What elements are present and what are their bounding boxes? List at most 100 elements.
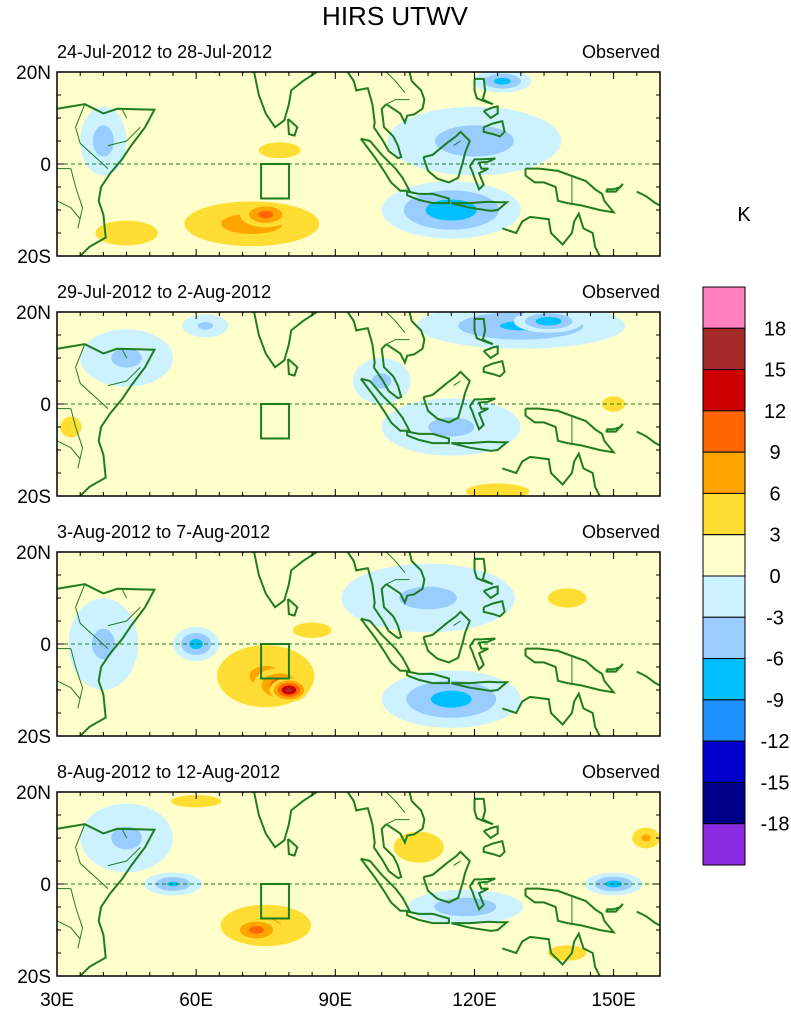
contour-7-2 <box>399 586 457 610</box>
coast-gulfThai <box>385 312 426 366</box>
panel-date-range: 8-Aug-2012 to 12-Aug-2012 <box>57 762 280 782</box>
coast-visayas <box>482 345 499 360</box>
border-2 <box>107 846 141 867</box>
coast-india <box>214 72 318 129</box>
panel-3: 20N 0 20S 3-Aug-2012 to 7-Aug-2012 Observed <box>16 522 661 748</box>
colorbar-swatch <box>702 658 746 701</box>
coast-gulfThai <box>385 552 426 606</box>
coast-srilanka <box>287 598 299 617</box>
contour-7-3 <box>493 77 511 85</box>
border-5 <box>57 920 81 940</box>
contour-5-2 <box>428 417 475 437</box>
colorbar-swatch <box>702 616 746 660</box>
coastlines <box>57 294 660 496</box>
coast-malayPen <box>372 823 403 880</box>
y-tick-label: 20N <box>16 303 51 324</box>
contour-10-1 <box>547 945 587 961</box>
border-3 <box>70 648 84 709</box>
ticks <box>56 311 661 497</box>
colorbar: 18 15 12 9 6 3 0 -3 -6 -9 -12 -15 -18 <box>702 286 790 866</box>
border-11 <box>121 588 128 599</box>
contour-2-3 <box>535 316 562 326</box>
coast-australia <box>501 451 601 496</box>
colorbar-swatch <box>702 451 746 494</box>
border-5 <box>57 200 81 220</box>
border-7 <box>386 579 410 585</box>
coastlines <box>57 72 660 256</box>
panels: 20N 0 20S 24-Jul-2012 to 28-Jul-2012 Observe… <box>16 42 661 988</box>
contour-3-1 <box>60 416 82 438</box>
border-11 <box>121 828 128 839</box>
coast-solomon <box>636 190 660 207</box>
colorbar-unit: K <box>737 204 751 226</box>
colorbar-label: 6 <box>769 483 780 505</box>
border-8 <box>385 552 406 574</box>
border-8 <box>385 792 406 814</box>
colorbar-swatch <box>702 410 746 453</box>
y-tick-label: 0 <box>40 155 51 176</box>
coast-java <box>406 190 450 205</box>
coast-borneo <box>422 850 471 904</box>
coast-nusa <box>451 680 510 692</box>
x-tick-label: 90E <box>318 990 352 1011</box>
coast-newbritain <box>605 663 624 673</box>
coast-india <box>214 552 318 609</box>
border-2 <box>107 126 141 147</box>
coast-visayas <box>482 105 499 120</box>
border-6 <box>345 534 350 548</box>
border-7 <box>386 339 410 345</box>
coast-gulfThai <box>385 792 426 846</box>
coast-burma <box>335 552 376 608</box>
contour-4-1 <box>466 483 530 496</box>
border-7 <box>386 819 410 825</box>
coast-srilanka <box>287 118 299 137</box>
colorbar-swatch <box>702 327 746 371</box>
coast-nusa <box>451 200 510 212</box>
border-9 <box>453 380 461 387</box>
x-tick-label: 30E <box>40 990 74 1011</box>
coast-burma <box>335 792 376 848</box>
contour-3-1 <box>171 795 222 808</box>
colorbar-swatch <box>702 534 746 577</box>
panel-source-label: Observed <box>582 522 660 542</box>
y-tick-label: 0 <box>40 395 51 416</box>
contour-6-2 <box>435 125 514 157</box>
colorbar-label: -15 <box>761 772 790 794</box>
coast-mindanao <box>482 599 506 618</box>
coastlines <box>57 792 660 976</box>
border-8 <box>385 72 406 94</box>
colorbar-swatch <box>702 286 746 329</box>
x-tick-label: 150E <box>591 990 635 1011</box>
panel-source-label: Observed <box>582 282 660 302</box>
coast-png <box>524 167 617 214</box>
coast-borneo <box>422 130 471 184</box>
contour-2-3 <box>258 210 274 219</box>
contour-6-2 <box>372 373 392 389</box>
coast-newbritain <box>605 903 624 913</box>
coast-sulawesi <box>468 157 496 192</box>
y-tick-label: 20N <box>16 63 51 84</box>
chart-title: HIRS UTWV <box>322 1 469 31</box>
colorbar-label: 15 <box>764 360 786 382</box>
coast-mindanao <box>482 839 506 858</box>
colorbar-swatch <box>702 740 746 783</box>
coast-luzon <box>473 317 494 346</box>
colorbar-swatch <box>702 575 746 618</box>
contour-5-3 <box>189 638 203 650</box>
colorbar-label: 9 <box>769 442 780 464</box>
contour-2-3 <box>248 926 265 934</box>
colorbar-label: -12 <box>761 731 790 753</box>
border-7 <box>386 99 410 105</box>
coast-png <box>524 647 617 694</box>
border-6 <box>345 294 350 308</box>
y-tick-label: 20S <box>17 247 51 268</box>
y-tick-label: 0 <box>40 635 51 656</box>
coast-solomon <box>636 910 660 927</box>
coast-malayPen <box>372 103 403 160</box>
coast-burma <box>335 312 376 368</box>
panel-date-range: 3-Aug-2012 to 7-Aug-2012 <box>57 522 270 542</box>
contour-4-1 <box>292 622 332 638</box>
coast-africa <box>57 343 157 496</box>
panel-source-label: Observed <box>582 762 660 782</box>
coast-sulawesi <box>468 637 496 672</box>
